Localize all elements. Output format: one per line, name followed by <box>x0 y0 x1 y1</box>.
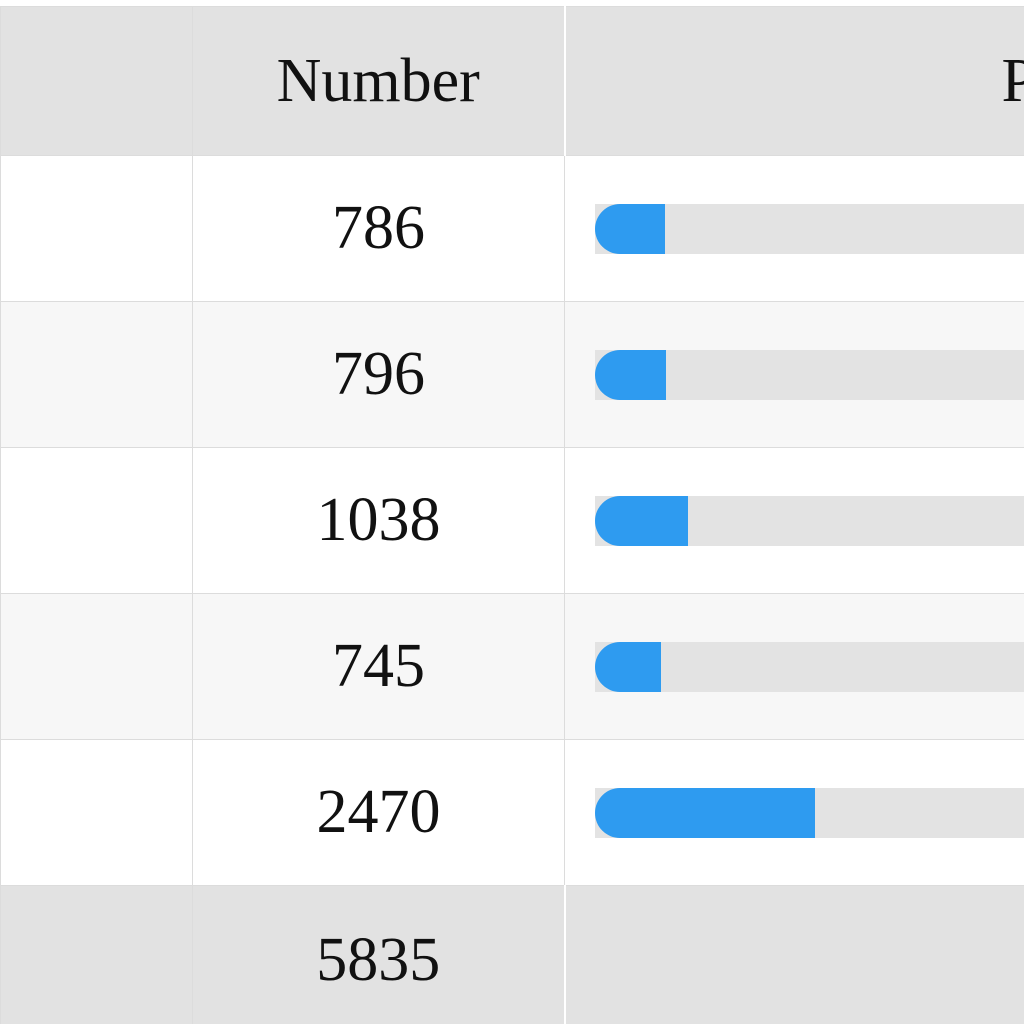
results-table: Number P 786 796 1038 <box>0 6 1024 1024</box>
header-number: Number <box>192 6 566 156</box>
progress-track <box>595 641 1024 692</box>
row-label <box>0 301 193 448</box>
table-row: 2470 <box>0 739 1024 886</box>
row-percent-cell <box>564 155 1024 302</box>
progress-bar-fill <box>595 787 816 838</box>
progress-bar-fill <box>595 641 662 692</box>
progress-bar-fill <box>595 349 666 400</box>
row-percent-cell <box>564 739 1024 886</box>
row-label <box>0 739 193 886</box>
table-row: 745 <box>0 593 1024 740</box>
progress-track <box>595 203 1024 254</box>
header-label <box>0 6 193 156</box>
row-percent-cell <box>564 447 1024 594</box>
row-number: 745 <box>192 593 565 740</box>
row-percent-cell <box>564 301 1024 448</box>
total-label <box>0 885 193 1024</box>
table-header-row: Number P <box>0 6 1024 156</box>
table-row: 786 <box>0 155 1024 302</box>
row-percent-cell <box>564 593 1024 740</box>
row-number: 1038 <box>192 447 565 594</box>
table-row: 1038 <box>0 447 1024 594</box>
progress-track <box>595 349 1024 400</box>
progress-bar-fill <box>595 495 688 546</box>
row-number: 2470 <box>192 739 565 886</box>
row-number: 786 <box>192 155 565 302</box>
progress-track <box>595 787 1024 838</box>
total-percent-cell <box>564 885 1024 1024</box>
row-number: 796 <box>192 301 565 448</box>
table-total-row: 5835 <box>0 885 1024 1024</box>
progress-bar-fill <box>595 203 666 254</box>
table-row: 796 <box>0 301 1024 448</box>
progress-track <box>595 495 1024 546</box>
row-label <box>0 447 193 594</box>
total-number: 5835 <box>192 885 566 1024</box>
row-label <box>0 593 193 740</box>
header-percent: P <box>564 6 1024 156</box>
row-label <box>0 155 193 302</box>
